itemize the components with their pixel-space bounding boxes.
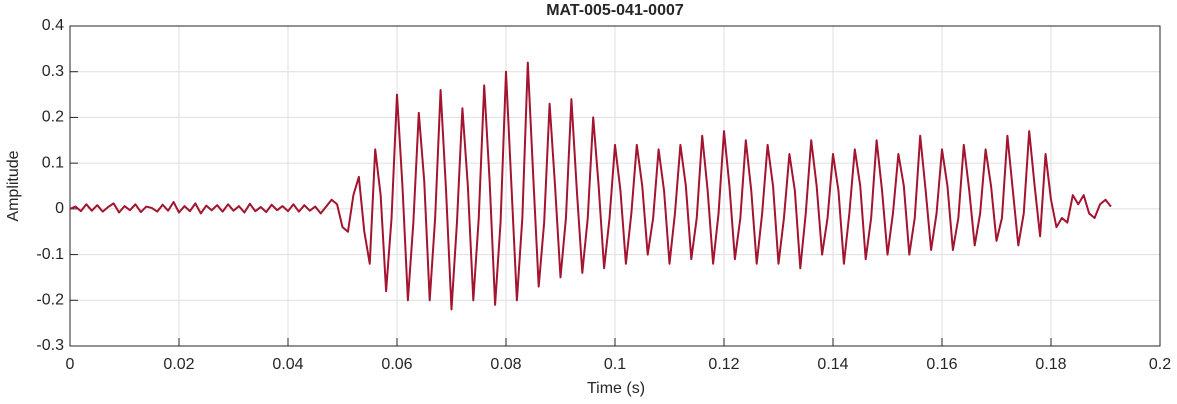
x-tick-label: 0.04 [272,356,303,373]
x-tick-label: 0.06 [381,356,412,373]
waveform-line [69,61,1112,311]
y-tick-label: -0.1 [36,246,64,263]
x-tick-label: 0.08 [490,356,521,373]
y-tick-label: -0.2 [36,292,64,309]
y-tick-label: 0 [55,200,64,217]
x-tick-label: 0.12 [708,356,739,373]
plot-frame [69,25,1161,347]
x-tick-label: 0.2 [1149,356,1171,373]
x-tick-label: 0.16 [926,356,957,373]
x-axis-label: Time (s) [587,380,645,397]
x-tick-label: 0.18 [1035,356,1066,373]
x-tick-label: 0 [66,356,75,373]
chart-title: MAT-005-041-0007 [546,2,684,19]
x-tick-label: 0.1 [604,356,626,373]
y-tick-label: 0.1 [42,154,64,171]
y-tick-label: 0.2 [42,109,64,126]
y-tick-label: -0.3 [36,337,64,354]
x-tick-label: 0.14 [817,356,848,373]
x-tick-label: 0.02 [163,356,194,373]
y-axis-label: Amplitude [5,150,22,221]
y-tick-label: 0.3 [42,63,64,80]
y-tick-label: 0.4 [42,17,64,34]
